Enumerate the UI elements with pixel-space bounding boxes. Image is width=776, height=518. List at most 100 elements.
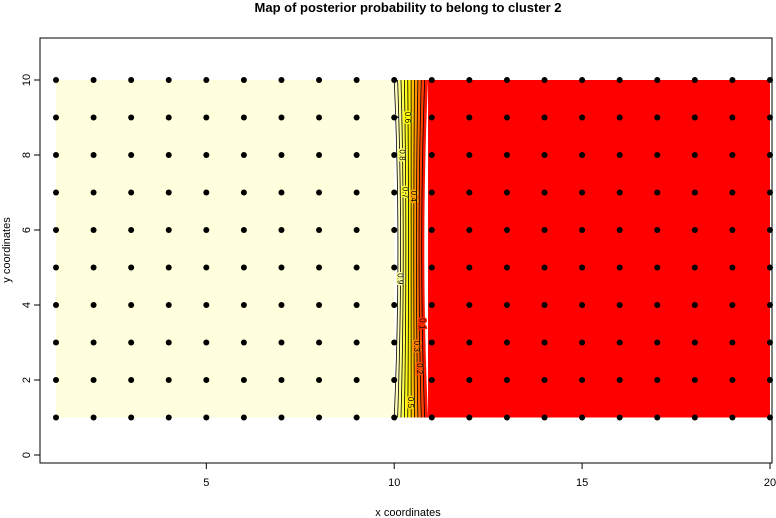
data-point (466, 77, 473, 83)
data-point (729, 77, 736, 83)
data-point (53, 377, 59, 383)
contour-label: 0.1 (417, 318, 426, 330)
data-point (316, 77, 323, 83)
x-tick-label: 10 (388, 477, 400, 489)
probability-fill (56, 80, 770, 418)
data-point (503, 302, 510, 308)
contour-line (403, 79, 407, 418)
data-point (128, 414, 135, 421)
data-point (90, 264, 97, 271)
data-point (128, 114, 135, 121)
data-point (128, 264, 135, 271)
data-point (391, 264, 398, 271)
data-point (503, 377, 510, 383)
data-point (541, 227, 548, 233)
data-point (503, 189, 510, 196)
data-point (391, 152, 398, 158)
data-point (53, 152, 59, 158)
y-axis: 0 2 4 6 8 10 (21, 74, 41, 458)
data-point (353, 189, 360, 196)
data-point (165, 339, 172, 346)
data-point (503, 264, 510, 271)
data-point (541, 339, 548, 346)
data-point (128, 302, 135, 308)
data-point (316, 302, 323, 308)
data-point (616, 377, 623, 383)
contour-label: 0.2 (415, 363, 424, 375)
data-point (541, 77, 548, 83)
contour-line (400, 79, 404, 418)
data-point (503, 339, 510, 346)
data-point (503, 77, 510, 83)
probability-band (419, 80, 425, 418)
data-point (729, 114, 736, 121)
data-point (353, 377, 360, 383)
data-point (616, 152, 623, 158)
data-point (691, 77, 698, 83)
data-point (53, 414, 59, 421)
data-point (616, 189, 623, 196)
data-point (466, 377, 473, 383)
probability-band (394, 80, 401, 418)
data-point (53, 339, 59, 346)
contour-label: 0.5 (406, 397, 415, 409)
data-point (128, 377, 135, 383)
data-point (654, 339, 661, 346)
data-point (203, 377, 210, 383)
contour-line (397, 79, 401, 418)
data-point (428, 264, 435, 271)
data-point (428, 152, 435, 158)
data-point (203, 152, 210, 158)
contour-line (421, 79, 426, 418)
data-point (278, 264, 285, 271)
data-point (616, 114, 623, 121)
data-point (654, 189, 661, 196)
data-point (90, 302, 97, 308)
data-point (53, 189, 59, 196)
data-point (729, 264, 736, 271)
data-point (316, 152, 323, 158)
data-point (579, 77, 586, 83)
probability-band (404, 80, 409, 418)
data-point (654, 114, 661, 121)
data-point (278, 189, 285, 196)
data-point (616, 77, 623, 83)
y-tick-label: 6 (21, 227, 33, 233)
data-point (240, 77, 247, 83)
data-point (691, 189, 698, 196)
data-point (466, 339, 473, 346)
y-tick-label: 8 (21, 152, 33, 158)
data-point (428, 339, 435, 346)
data-point (240, 152, 247, 158)
data-point (165, 227, 172, 233)
data-point (240, 114, 247, 121)
data-point (391, 189, 398, 196)
data-point (278, 114, 285, 121)
data-point (579, 152, 586, 158)
contour-line (415, 79, 419, 418)
data-point (165, 152, 172, 158)
data-point (691, 264, 698, 271)
data-point (278, 339, 285, 346)
data-point (541, 302, 548, 308)
data-point (541, 114, 548, 121)
data-point (391, 414, 398, 421)
y-axis-label: y coordinates (1, 217, 13, 283)
data-point (428, 302, 435, 308)
x-axis: 5 10 15 20 (203, 462, 776, 489)
data-point (428, 77, 435, 83)
data-point (203, 339, 210, 346)
data-point (691, 339, 698, 346)
data-point (165, 77, 172, 83)
data-point (278, 152, 285, 158)
data-point (90, 152, 97, 158)
data-point (353, 114, 360, 121)
data-point (353, 77, 360, 83)
high-probability-region (56, 80, 395, 418)
data-point (240, 264, 247, 271)
data-point (165, 302, 172, 308)
data-point (466, 227, 473, 233)
data-point (165, 114, 172, 121)
data-point (90, 77, 97, 83)
